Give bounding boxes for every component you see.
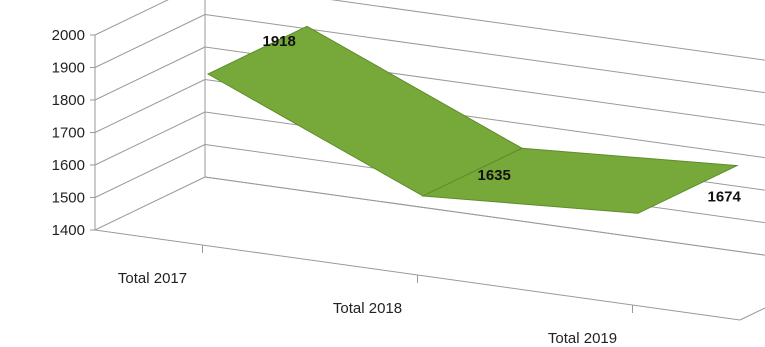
side-gridline [94, 79, 206, 133]
x-category-label: Total 2018 [333, 300, 402, 317]
x-category-label: Total 2017 [118, 270, 187, 287]
side-gridline [94, 14, 206, 68]
series-segment [421, 147, 739, 214]
y-tick-label: 2000 [52, 27, 85, 44]
y-tick-label: 1500 [52, 190, 85, 207]
y-tick-label: 1900 [52, 60, 85, 77]
data-labels: 1918 1635 1674 [263, 33, 742, 205]
y-tick-label: 1600 [52, 157, 85, 174]
y-tick-label: 1700 [52, 125, 85, 142]
side-gridline [94, 111, 206, 166]
y-tick-label: 1800 [52, 92, 85, 109]
floor-right-edge [739, 307, 765, 321]
side-gridline [94, 176, 206, 231]
side-gridline [94, 0, 169, 36]
side-gridline [94, 144, 206, 198]
series-ribbon [206, 25, 739, 214]
y-tick-label: 1400 [52, 222, 85, 239]
x-axis-categories: Total 2017 Total 2018 Total 2019 [118, 245, 633, 347]
y-axis-ticks: 1400 1500 1600 1700 1800 1900 2000 [52, 27, 95, 239]
back-gridline [330, 0, 765, 61]
data-label: 1918 [263, 33, 296, 50]
side-gridline [94, 46, 206, 101]
data-label: 1674 [708, 188, 742, 205]
data-label: 1635 [478, 167, 511, 184]
x-category-label: Total 2019 [548, 330, 617, 347]
back-gridline [204, 176, 765, 256]
